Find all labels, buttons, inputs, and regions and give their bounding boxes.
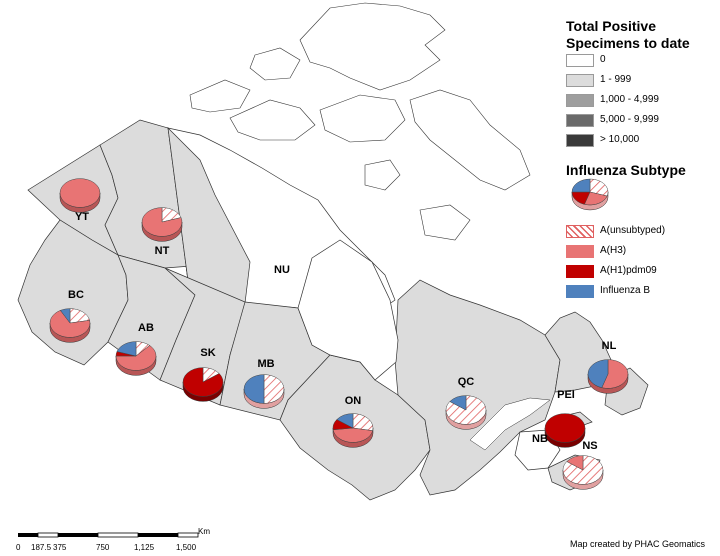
st-lawrence: [469, 397, 551, 451]
legend-label: A(H1)pdm09: [600, 265, 657, 276]
arctic-islands: [189, 2, 531, 241]
label-nt: NT: [155, 245, 170, 257]
legend-swatch: [566, 265, 594, 278]
pie-on-slice-b: [336, 413, 354, 429]
legend-pie-slice-b: [571, 178, 591, 193]
pie-nl: [587, 359, 629, 394]
pie-nt: [141, 207, 183, 242]
pie-bc-slice-b: [59, 308, 71, 324]
pie-ns: [562, 455, 604, 490]
pie-yt: [59, 178, 101, 213]
legend-swatch: [566, 54, 594, 67]
label-nu: NU: [274, 264, 290, 276]
legend-swatch: [566, 94, 594, 107]
legend-label: 1 - 999: [600, 74, 632, 85]
pie-nt-slice-h3: [141, 207, 183, 237]
pie-on-slice-unsubtyped: [352, 413, 374, 431]
label-mb: MB: [257, 358, 274, 370]
label-sk: SK: [200, 347, 215, 359]
pie-qc-slice-b: [449, 395, 467, 411]
legend-swatch: [566, 285, 594, 298]
legend-swatch: [566, 225, 594, 238]
label-on: ON: [345, 395, 362, 407]
legend-pie: [571, 178, 609, 211]
pie-bc-slice-h3: [49, 310, 91, 338]
legend-label: 5,000 - 9,999: [600, 114, 659, 125]
label-ab: AB: [138, 322, 154, 334]
label-qc: QC: [458, 376, 475, 388]
legend-label: Influenza B: [600, 285, 651, 296]
legend-swatch: [566, 114, 594, 127]
pie-ab: [115, 341, 157, 376]
pie-bc: [49, 308, 91, 343]
pie-mb-slice-unsubtyped: [263, 374, 285, 404]
scale-tick-label: 375: [53, 543, 67, 552]
label-layer: YT NT NU BC AB SK MB ON QC NB NS PEI NL: [68, 211, 617, 452]
pie-ns-slice-h3: [566, 455, 584, 471]
label-pei: PEI: [557, 389, 575, 401]
map-credit: Map created by PHAC Geomatics: [570, 539, 706, 549]
pie-pei-slice-h1pdm09: [544, 413, 586, 443]
pie-on-slice-h3: [332, 427, 373, 443]
legend-specimens-title: Total Positive Specimens to date: [566, 18, 690, 51]
pie-yt-slice-h3: [59, 178, 101, 208]
label-bc: BC: [68, 289, 84, 301]
legend-label: > 10,000: [600, 134, 640, 145]
pie-ab-slice-b: [116, 341, 137, 357]
legend-swatch: [566, 134, 594, 147]
pie-qc: [445, 395, 487, 430]
legend-label: 0: [600, 54, 606, 65]
scale-tick-label: 1,500: [176, 543, 197, 552]
legend-swatch: [566, 74, 594, 87]
scale-unit: Km: [198, 527, 210, 536]
scale-bar: [18, 532, 199, 538]
label-yt: YT: [75, 211, 89, 223]
pie-ab-slice-h3: [115, 345, 157, 371]
hudson-bay: [297, 239, 399, 381]
pie-sk-slice-h1pdm09: [182, 367, 224, 397]
legend-label: 1,000 - 4,999: [600, 94, 659, 105]
legend-label: A(unsubtyped): [600, 225, 666, 236]
region-qc: [394, 279, 561, 496]
pie-mb-slice-b: [243, 374, 265, 404]
label-nb: NB: [532, 433, 548, 445]
legend-subtype-title: Influenza Subtype: [566, 162, 686, 178]
label-nl: NL: [602, 340, 617, 352]
pie-on: [332, 413, 374, 448]
pie-layer: [49, 178, 629, 490]
legend-swatch: [566, 245, 594, 258]
scale-tick-label: 750: [96, 543, 110, 552]
legend-pie-slice-unsubtyped: [589, 178, 609, 197]
pie-pei: [544, 413, 586, 448]
pie-nl-slice-h3: [601, 359, 629, 389]
legend-example-pie: [571, 178, 609, 211]
scale-tick-label: 1,125: [134, 543, 155, 552]
legend-label: A(H3): [600, 245, 627, 256]
pie-mb: [243, 374, 285, 409]
label-ns: NS: [582, 440, 597, 452]
pie-sk: [182, 367, 224, 402]
scale-tick-label: 0: [16, 543, 21, 552]
scale-tick-label: 187.5: [31, 543, 52, 552]
pie-nl-slice-b: [587, 359, 609, 388]
